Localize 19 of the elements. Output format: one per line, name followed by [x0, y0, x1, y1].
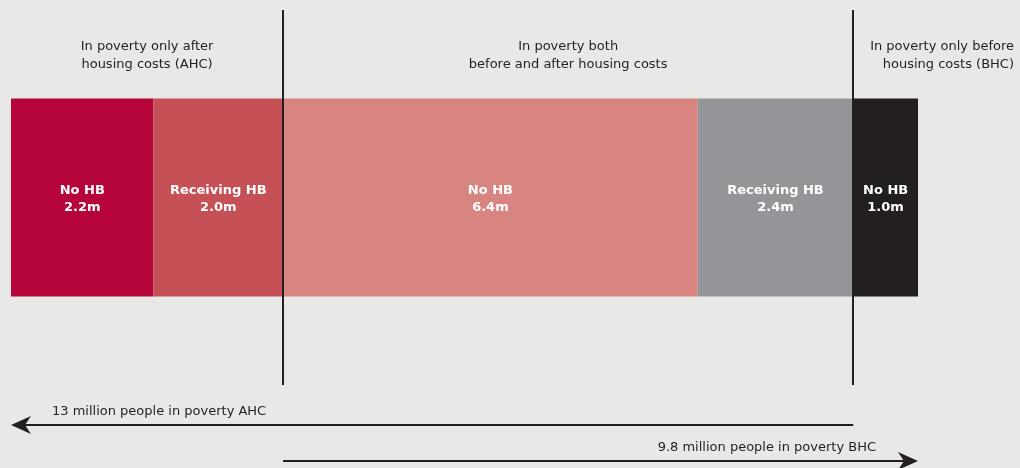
bar: [153, 98, 284, 297]
series-label: No HB: [467, 181, 513, 197]
data-label: 1.0m: [867, 198, 904, 214]
text: 9.8 million people in poverty BHC: [657, 438, 876, 454]
data-label: 2.4m: [757, 198, 794, 214]
bar: [283, 98, 698, 297]
bar: [11, 98, 154, 297]
series-label: Receiving HB: [170, 181, 267, 197]
series-label: No HB: [59, 181, 105, 197]
series-label: No HB: [863, 181, 909, 197]
text: In poverty both before and after housing costs: [468, 37, 668, 71]
data-label: 2.0m: [200, 198, 237, 214]
data-label: 6.4m: [472, 198, 509, 214]
bar: [697, 98, 854, 297]
text: 13 million people in poverty AHC: [52, 402, 267, 418]
text: In poverty only before housing costs (BHC): [870, 37, 1014, 71]
text: In poverty only after housing costs (AHC): [80, 37, 215, 71]
data-label: 2.2m: [63, 198, 101, 214]
series-label: Receiving HB: [727, 181, 824, 197]
